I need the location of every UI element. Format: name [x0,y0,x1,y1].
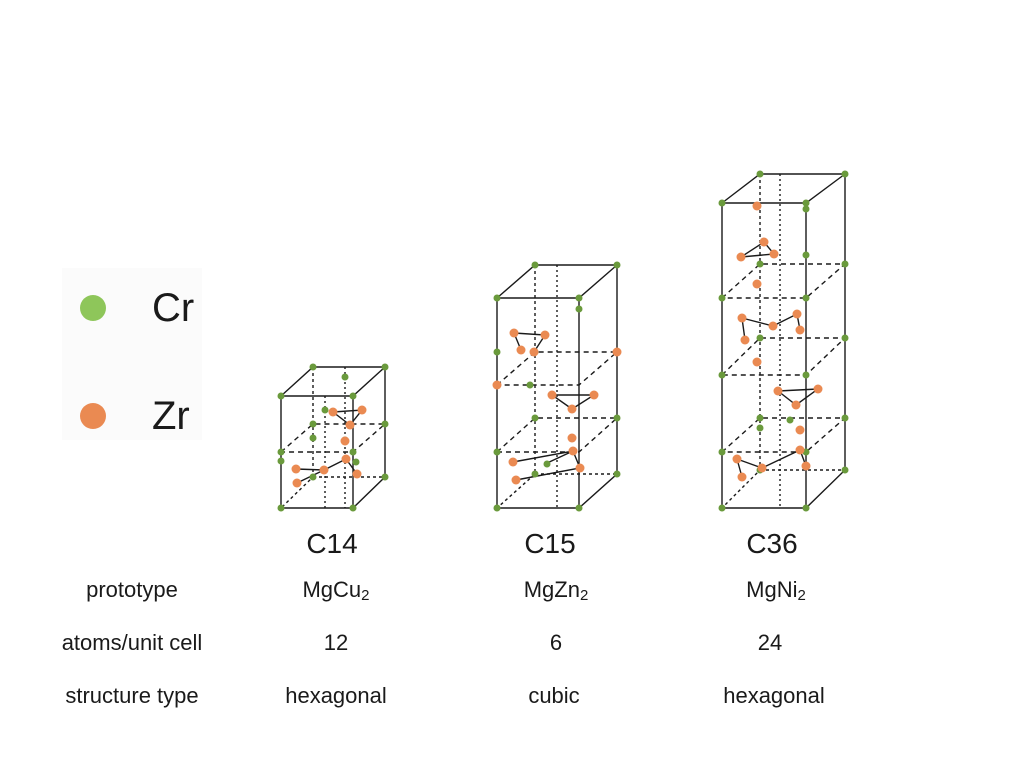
c15-mid-triangle [549,394,597,410]
c14-prototype-sub: 2 [361,587,370,604]
c36-title: C36 [746,528,798,559]
c15-prototype: MgZn2 [466,577,646,604]
legend-item-zr: Zr [80,396,190,436]
c36-prototype: MgNi2 [686,577,866,604]
c15-title: C15 [524,528,576,559]
zr-atom-swatch [80,403,106,429]
c36-plane-1 [720,263,847,299]
c36-triangle-4 [736,449,807,478]
c14-atoms-count: 12 [323,630,349,655]
c14-mid-plane [279,423,387,453]
cr-atom-swatch [80,295,106,321]
c14-upper-triangle [331,409,364,426]
c36-atoms-count: 24 [757,630,783,655]
c36-plane-3 [720,417,847,453]
c36-prototype-base: MgNi [746,577,798,602]
c36-prototype-sub: 2 [797,587,806,604]
legend: Cr Zr [62,268,202,440]
c15-unit-cell [495,264,619,509]
c14-structure-type: hexagonal [285,683,387,708]
c36-triangle-3 [776,388,821,406]
c15-mid-plane-upper [495,351,619,386]
c36-structure-type: hexagonal [723,683,825,708]
row-label-prototype: prototype [86,577,178,602]
c14-inner-lines [324,367,346,508]
c15-prototype-base: MgZn [523,577,580,602]
c36-atoms [718,170,849,512]
c15-prototype-sub: 2 [579,587,589,604]
c14-atoms [277,363,389,512]
c15-atoms-count: 6 [549,630,563,655]
crystal-structures [277,170,849,512]
c14-prototype: MgCu2 [246,577,426,604]
row-label-atoms: atoms/unit cell [61,630,203,655]
legend-item-cr: Cr [80,288,194,328]
c15-mid-plane-lower [495,417,619,453]
legend-label-cr: Cr [152,286,195,330]
c14-prototype-base: MgCu [302,577,362,602]
c15-atoms [492,261,622,512]
c36-plane-2 [720,337,847,376]
c36-triangle-1 [740,241,776,258]
row-label-structure: structure type [65,683,199,708]
legend-label-zr: Zr [152,394,190,438]
c15-structure-type: cubic [528,683,580,708]
c14-title: C14 [306,528,358,559]
